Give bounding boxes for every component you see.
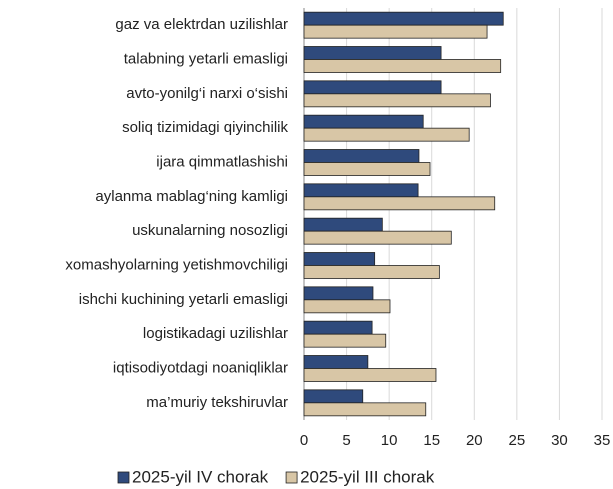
x-tick-label: 0 [300, 432, 308, 449]
bar [303, 286, 374, 301]
bar [303, 217, 383, 232]
bar [303, 389, 364, 404]
bar [303, 80, 442, 95]
bar [303, 24, 488, 39]
bar [303, 149, 420, 163]
x-tick-label: 10 [381, 432, 398, 449]
y-tick-label: avto-yonilg‘i narxi o‘sishi [126, 85, 288, 102]
bar [303, 299, 391, 314]
x-tick-label: 25 [509, 432, 526, 449]
x-tick-label: 5 [342, 432, 350, 449]
bar [303, 162, 431, 176]
bar [303, 333, 387, 348]
bar [303, 230, 452, 245]
legend-label: 2025-yil III chorak [300, 467, 435, 486]
legend-swatch [285, 471, 298, 484]
y-tick-label: ma’muriy tekshiruvlar [146, 394, 288, 411]
y-tick-label: logistikadagi uzilishlar [143, 325, 288, 342]
bar [303, 46, 442, 60]
y-tick-label: talabning yetarli emasligi [124, 50, 288, 67]
y-tick-label: ijara qimmatlashishi [156, 153, 288, 170]
legend-label: 2025-yil IV chorak [132, 467, 269, 486]
x-tick-label: 30 [551, 432, 568, 449]
x-tick-label: 35 [594, 432, 611, 449]
y-tick-label: uskunalarning nosozligi [132, 222, 288, 239]
x-tick-label: 15 [423, 432, 440, 449]
bar [303, 196, 496, 211]
bar [303, 402, 427, 417]
y-tick-label: iqtisodiyotdagi noaniqliklar [113, 359, 288, 376]
bar [303, 355, 369, 369]
y-tick-label: aylanma mablag‘ning kamligi [95, 188, 288, 205]
bar [303, 320, 373, 335]
bar [303, 59, 502, 73]
bar [303, 368, 437, 382]
bar [303, 114, 424, 129]
bar [303, 93, 491, 108]
legend-swatch [117, 471, 130, 484]
bar [303, 183, 419, 198]
bar [303, 265, 440, 279]
y-tick-label: ishchi kuchining yetarli emasligi [79, 291, 288, 308]
y-tick-label: xomashyolarning yetishmovchiligi [65, 256, 288, 273]
y-tick-label: gaz va elektrdan uzilishlar [115, 16, 288, 33]
bar [303, 127, 470, 142]
y-tick-label: soliq tizimidagi qiyinchilik [122, 119, 288, 136]
bar [303, 252, 376, 266]
x-tick-label: 20 [466, 432, 483, 449]
bar [303, 11, 504, 26]
